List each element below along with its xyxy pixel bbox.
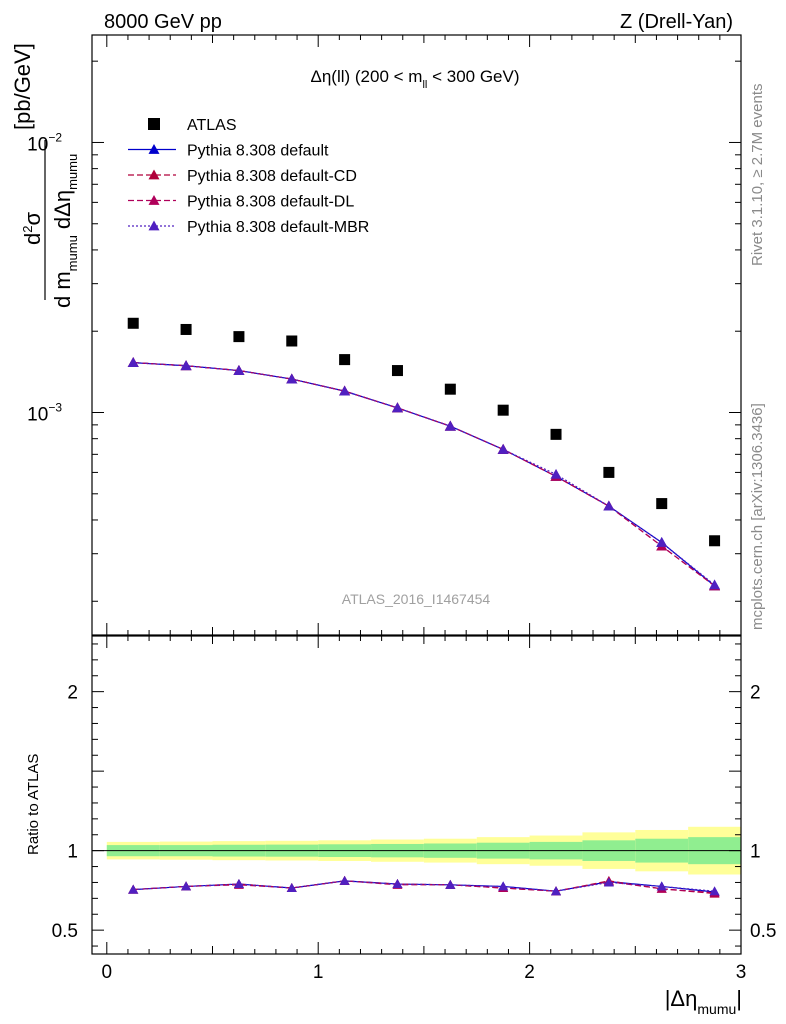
main-y-tick-label: 10−2	[27, 130, 62, 155]
mc-point-marker	[127, 357, 139, 368]
ratio-series-line	[133, 880, 715, 894]
y-label-numerator: d2σ	[20, 212, 45, 245]
data-point-atlas	[497, 404, 509, 416]
mc-point-marker	[339, 385, 351, 396]
header-right: Z (Drell-Yan)	[620, 11, 733, 33]
ratio-point-marker	[286, 883, 297, 893]
data-point-atlas	[391, 365, 403, 377]
x-tick-label: 3	[736, 962, 747, 983]
ratio-y-tick-label: 0.5	[52, 921, 78, 942]
data-point-atlas	[286, 335, 298, 347]
mcplots-label: mcplots.cern.ch [arXiv:1306.3436]	[749, 403, 766, 630]
mc-point-marker	[286, 373, 298, 384]
ratio-point-marker	[709, 886, 720, 896]
y-label-denominator: d mmumu dΔηmumu	[50, 154, 80, 308]
legend-marker-triangle	[148, 220, 160, 231]
mc-point-marker	[233, 365, 245, 375]
data-point-atlas	[603, 466, 615, 478]
ratio-point-marker	[498, 881, 509, 891]
legend-label: Pythia 8.308 default-CD	[187, 168, 357, 185]
ratio-series-line	[133, 880, 715, 892]
mc-point-marker	[180, 360, 192, 371]
ratio-series-line	[133, 880, 715, 893]
ratio-y-tick-label-right: 2	[750, 683, 761, 704]
main-series-layer	[127, 317, 721, 591]
x-tick-label: 1	[313, 962, 324, 983]
mc-point-marker	[603, 500, 615, 511]
legend-label: Pythia 8.308 default	[187, 143, 329, 160]
ratio-y-label: Ratio to ATLAS	[25, 754, 42, 855]
ratio-tick-labels: 0.5 0.5 1 1 2 2 0 1 2 3	[52, 683, 777, 983]
main-series-line	[133, 362, 715, 586]
main-series-line	[133, 362, 715, 587]
data-point-atlas	[339, 354, 351, 366]
header-left: 8000 GeV pp	[104, 11, 222, 33]
ratio-point-marker	[551, 886, 562, 896]
ratio-point-marker	[128, 884, 139, 894]
ratio-plot: 0.5 0.5 1 1 2 2 0 1 2 3 Ratio to ATLAS |Δηmumu|	[25, 635, 777, 1017]
mc-point-marker	[497, 443, 509, 454]
legend: ATLAS Pythia 8.308 default Pythia 8.308 de…	[128, 117, 369, 236]
ratio-point-marker	[339, 875, 350, 885]
data-point-atlas	[709, 535, 721, 547]
x-axis-label: |Δηmumu|	[665, 986, 742, 1017]
legend-marker-triangle	[148, 195, 160, 205]
main-ticks	[92, 35, 742, 635]
main-y-label: d2σ d mmumu dΔηmumu [pb/GeV]	[10, 43, 80, 308]
main-y-tick-labels: 10−2 10−3	[27, 130, 62, 425]
ratio-series-layer	[128, 875, 720, 898]
legend-label: Pythia 8.308 default-MBR	[187, 219, 369, 236]
ratio-point-marker	[656, 881, 667, 891]
data-point-atlas	[656, 498, 668, 510]
x-tick-label: 2	[524, 962, 535, 983]
legend-marker-atlas	[148, 118, 160, 130]
legend-label: Pythia 8.308 default-DL	[187, 194, 354, 211]
ratio-ticks	[92, 636, 742, 954]
main-series-line	[133, 362, 715, 587]
data-point-atlas	[444, 383, 456, 395]
ratio-point-marker	[445, 879, 456, 889]
mc-point-marker	[391, 402, 403, 413]
legend-label: ATLAS	[187, 117, 237, 134]
mc-point-marker	[550, 468, 562, 479]
ratio-point-marker	[181, 881, 192, 891]
ratio-frame	[91, 635, 742, 955]
ratio-point-marker	[392, 879, 403, 889]
data-point-atlas	[233, 331, 245, 343]
mc-point-marker	[444, 420, 456, 431]
analysis-watermark: ATLAS_2016_I1467454	[342, 591, 491, 607]
main-frame	[91, 34, 742, 636]
ratio-y-tick-label-right: 0.5	[750, 921, 776, 942]
rivet-label: Rivet 3.1.10, ≥ 2.7M events	[749, 84, 766, 267]
legend-marker-triangle	[148, 144, 160, 154]
main-y-tick-label: 10−3	[27, 401, 62, 426]
main-title: Δη(ll) (200 < mll < 300 GeV)	[310, 67, 519, 91]
ratio-point-marker	[603, 877, 614, 887]
data-point-atlas	[180, 323, 192, 335]
y-label-unit: [pb/GeV]	[10, 43, 35, 130]
legend-marker-triangle	[148, 169, 160, 180]
main-plot: 10−2 10−3 Δη(ll) (200 < mll < 300 GeV) d2…	[10, 34, 742, 636]
ratio-y-tick-label: 2	[67, 683, 78, 704]
ratio-y-tick-label-right: 1	[750, 842, 761, 863]
mc-point-marker	[709, 579, 721, 590]
data-point-atlas	[127, 317, 139, 329]
main-series-line	[133, 362, 715, 587]
ratio-y-tick-label: 1	[67, 842, 78, 863]
mc-point-marker	[656, 537, 668, 547]
data-point-atlas	[550, 428, 562, 440]
x-tick-label: 0	[102, 962, 113, 983]
ratio-point-marker	[233, 879, 244, 889]
